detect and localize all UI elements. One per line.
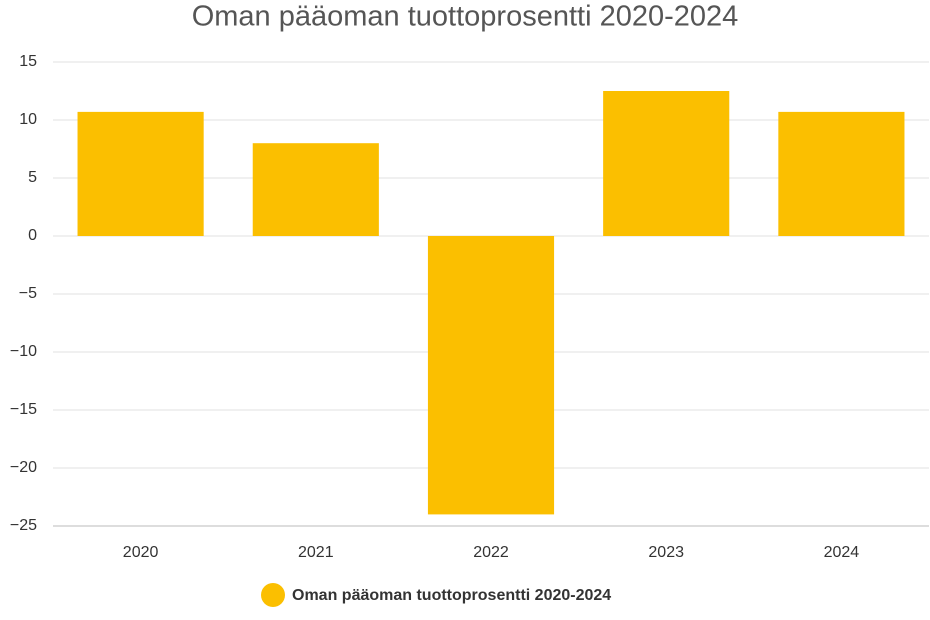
x-tick-label: 2022 xyxy=(473,544,509,561)
y-tick-label: −15 xyxy=(10,401,37,418)
bar xyxy=(252,143,379,236)
legend-swatch xyxy=(261,583,285,607)
x-tick-label: 2021 xyxy=(298,544,334,561)
legend-label: Oman pääoman tuottoprosentti 2020-2024 xyxy=(292,587,611,604)
x-tick-label: 2020 xyxy=(123,544,159,561)
bar xyxy=(427,236,555,515)
y-tick-label: −5 xyxy=(19,285,37,302)
y-tick-label: 10 xyxy=(19,111,37,128)
y-tick-label: −25 xyxy=(10,517,37,534)
y-tick-label: 0 xyxy=(28,227,37,244)
x-tick-label: 2024 xyxy=(824,544,860,561)
y-tick-label: −10 xyxy=(10,343,37,360)
chart-title: Oman pääoman tuottoprosentti 2020-2024 xyxy=(192,1,739,33)
y-tick-label: 5 xyxy=(28,169,37,186)
y-tick-label: −20 xyxy=(10,459,37,476)
bar xyxy=(603,91,730,236)
y-tick-label: 15 xyxy=(19,53,37,70)
bar xyxy=(778,111,905,236)
bar xyxy=(77,111,204,236)
x-tick-label: 2023 xyxy=(648,544,684,561)
